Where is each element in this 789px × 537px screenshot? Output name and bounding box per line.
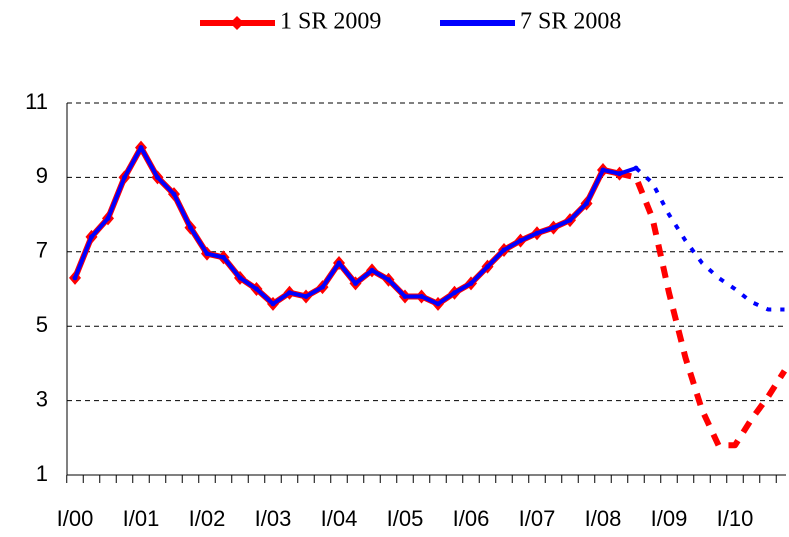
y-tick-label: 5 [36,312,48,337]
marker [584,200,589,206]
y-tick-label: 3 [36,386,48,411]
marker [204,251,210,257]
marker [336,260,342,266]
marker [567,217,573,223]
series-line [72,144,621,307]
legend-marker [474,20,480,26]
marker [534,230,540,236]
x-tick-label: I/09 [651,506,688,531]
marker [287,290,292,296]
x-tick-label: I/04 [321,506,358,531]
marker [633,165,639,171]
marker [270,301,276,307]
legend-label: 1 SR 2009 [280,9,381,35]
y-tick-label: 11 [25,89,48,114]
marker [435,301,441,307]
marker [386,277,391,283]
marker [419,293,424,299]
marker [122,174,127,180]
x-tick-label: I/00 [57,506,94,531]
marker [468,280,474,286]
marker [501,247,507,253]
y-tick-label: 7 [36,238,48,263]
marker [485,264,490,270]
marker [72,275,78,281]
x-tick-label: I/01 [123,506,160,531]
x-tick-label: I/03 [255,506,292,531]
x-tick-label: I/10 [717,506,754,531]
marker [320,284,325,290]
marker [221,254,226,260]
marker [155,174,160,180]
x-tick-label: I/08 [585,506,622,531]
marker [518,238,523,244]
marker [551,225,556,231]
marker [105,215,111,221]
marker [617,171,622,177]
marker [89,234,94,240]
x-tick-label: I/05 [387,506,424,531]
marker [254,286,259,292]
marker [369,267,375,273]
marker [237,275,243,281]
y-tick-label: 9 [36,163,48,188]
marker [303,293,309,299]
x-tick-label: I/06 [453,506,490,531]
marker [188,225,193,231]
marker [138,145,144,151]
marker [402,293,408,299]
marker [600,167,606,173]
marker [452,290,457,296]
x-tick-label: I/02 [189,506,226,531]
x-tick-label: I/07 [519,506,556,531]
marker [171,191,177,197]
y-tick-label: 1 [36,461,48,486]
legend-marker [230,16,244,30]
marker [353,280,358,286]
series-line [618,170,788,449]
series-line [634,166,785,312]
legend-label: 7 SR 2008 [520,9,621,35]
